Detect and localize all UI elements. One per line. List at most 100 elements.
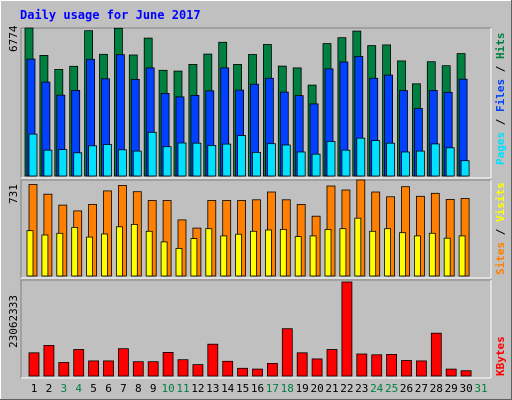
legend-sites: Sites: [494, 242, 507, 275]
bar-pages-day-1: [28, 133, 38, 177]
day-label-29: 29: [445, 382, 458, 395]
bar-pages-day-9: [147, 131, 157, 177]
bar-pages-day-21: [326, 141, 336, 177]
bar-sites-day-27: [413, 235, 421, 277]
day-label-10: 10: [161, 382, 174, 395]
bar-sites-day-29: [443, 237, 451, 277]
bar-kbytes-day-17: [266, 362, 278, 377]
day-label-11: 11: [176, 382, 189, 395]
day-label-22: 22: [340, 382, 353, 395]
bar-sites-day-28: [428, 232, 436, 277]
day-label-6: 6: [105, 382, 112, 395]
y-max-label-hits: 6774: [7, 25, 20, 52]
bar-pages-day-8: [132, 150, 142, 177]
bar-pages-day-29: [445, 147, 455, 177]
legend-kbytes: KBytes: [494, 336, 507, 376]
bar-kbytes-day-9: [147, 361, 159, 377]
bar-sites-day-15: [235, 233, 243, 277]
bar-sites-day-5: [86, 236, 93, 277]
legend-hits: Hits: [494, 33, 507, 60]
day-label-31: 31: [474, 382, 487, 395]
bar-sites-day-7: [116, 226, 123, 277]
bar-pages-day-25: [386, 142, 396, 177]
bar-pages-day-5: [88, 145, 97, 177]
bar-sites-day-9: [145, 230, 153, 277]
bar-kbytes-day-16: [252, 368, 263, 377]
bar-sites-day-21: [324, 228, 332, 277]
day-label-30: 30: [459, 382, 472, 395]
bar-sites-day-3: [56, 232, 64, 277]
bar-sites-day-30: [458, 235, 466, 277]
legend-separator: /: [494, 59, 507, 79]
bar-sites-day-1: [26, 230, 34, 277]
bar-kbytes-day-7: [118, 348, 129, 377]
bar-kbytes-day-5: [88, 360, 99, 377]
day-label-14: 14: [221, 382, 235, 395]
bar-kbytes-day-21: [326, 349, 338, 377]
bar-kbytes-day-18: [281, 328, 293, 377]
bar-kbytes-day-27: [415, 360, 427, 377]
legend-separator: /: [494, 222, 507, 242]
day-label-21: 21: [325, 382, 338, 395]
bar-pages-day-13: [207, 144, 217, 177]
bar-sites-day-11: [175, 247, 183, 277]
bar-pages-day-19: [296, 151, 306, 177]
bar-kbytes-day-13: [207, 343, 219, 377]
bar-kbytes-day-19: [296, 352, 308, 377]
legend-pages: Pages: [494, 132, 507, 165]
bar-sites-day-6: [101, 233, 108, 277]
bar-kbytes-day-15: [237, 367, 249, 377]
bar-kbytes-day-1: [28, 352, 40, 377]
panel-kbytes: [20, 279, 492, 379]
bar-pages-day-30: [460, 160, 470, 177]
day-label-16: 16: [251, 382, 264, 395]
day-label-8: 8: [135, 382, 142, 395]
day-label-12: 12: [191, 382, 204, 395]
bar-sites-day-22: [339, 228, 347, 277]
bar-kbytes-day-4: [73, 349, 85, 377]
legend-hits-panel: Pages / Files / Hits: [494, 33, 507, 166]
bar-sites-day-2: [41, 234, 49, 277]
bar-pages-day-6: [103, 144, 112, 177]
bar-kbytes-day-29: [445, 368, 457, 377]
day-label-26: 26: [400, 382, 413, 395]
bar-sites-day-25: [384, 228, 392, 277]
bar-pages-day-17: [266, 143, 276, 177]
bar-kbytes-day-24: [371, 354, 383, 377]
bar-pages-day-12: [192, 142, 202, 177]
day-label-27: 27: [415, 382, 428, 395]
day-label-20: 20: [310, 382, 323, 395]
day-label-19: 19: [296, 382, 309, 395]
day-label-15: 15: [236, 382, 249, 395]
bar-sites-day-23: [354, 217, 362, 277]
bar-sites-day-18: [279, 228, 287, 277]
bar-kbytes-day-10: [162, 351, 174, 377]
bar-pages-day-28: [430, 143, 440, 177]
chart-title: Daily usage for June 2017: [20, 8, 201, 22]
bar-pages-day-22: [341, 149, 351, 177]
bar-sites-day-24: [369, 230, 377, 277]
y-max-label-kbytes: 23062333: [7, 295, 20, 348]
legend-visits: Visits: [494, 182, 507, 222]
bar-sites-day-16: [250, 230, 257, 277]
bar-pages-day-15: [237, 135, 247, 177]
legend-visits-panel: Sites / Visits: [494, 182, 507, 275]
bar-sites-day-26: [399, 232, 406, 277]
day-label-23: 23: [355, 382, 368, 395]
bar-pages-day-27: [415, 150, 425, 177]
day-label-1: 1: [31, 382, 38, 395]
day-label-25: 25: [385, 382, 398, 395]
day-label-9: 9: [150, 382, 157, 395]
bar-pages-day-26: [401, 151, 410, 177]
bar-sites-day-13: [205, 228, 213, 277]
day-label-28: 28: [430, 382, 443, 395]
bar-pages-day-10: [162, 146, 172, 177]
day-label-4: 4: [75, 382, 82, 395]
bar-kbytes-day-3: [58, 362, 70, 377]
bar-kbytes-day-2: [43, 344, 55, 377]
day-label-17: 17: [266, 382, 279, 395]
bar-pages-day-18: [281, 144, 291, 177]
day-label-24: 24: [370, 382, 384, 395]
bar-kbytes-day-20: [311, 358, 323, 377]
bar-kbytes-day-14: [222, 360, 234, 377]
